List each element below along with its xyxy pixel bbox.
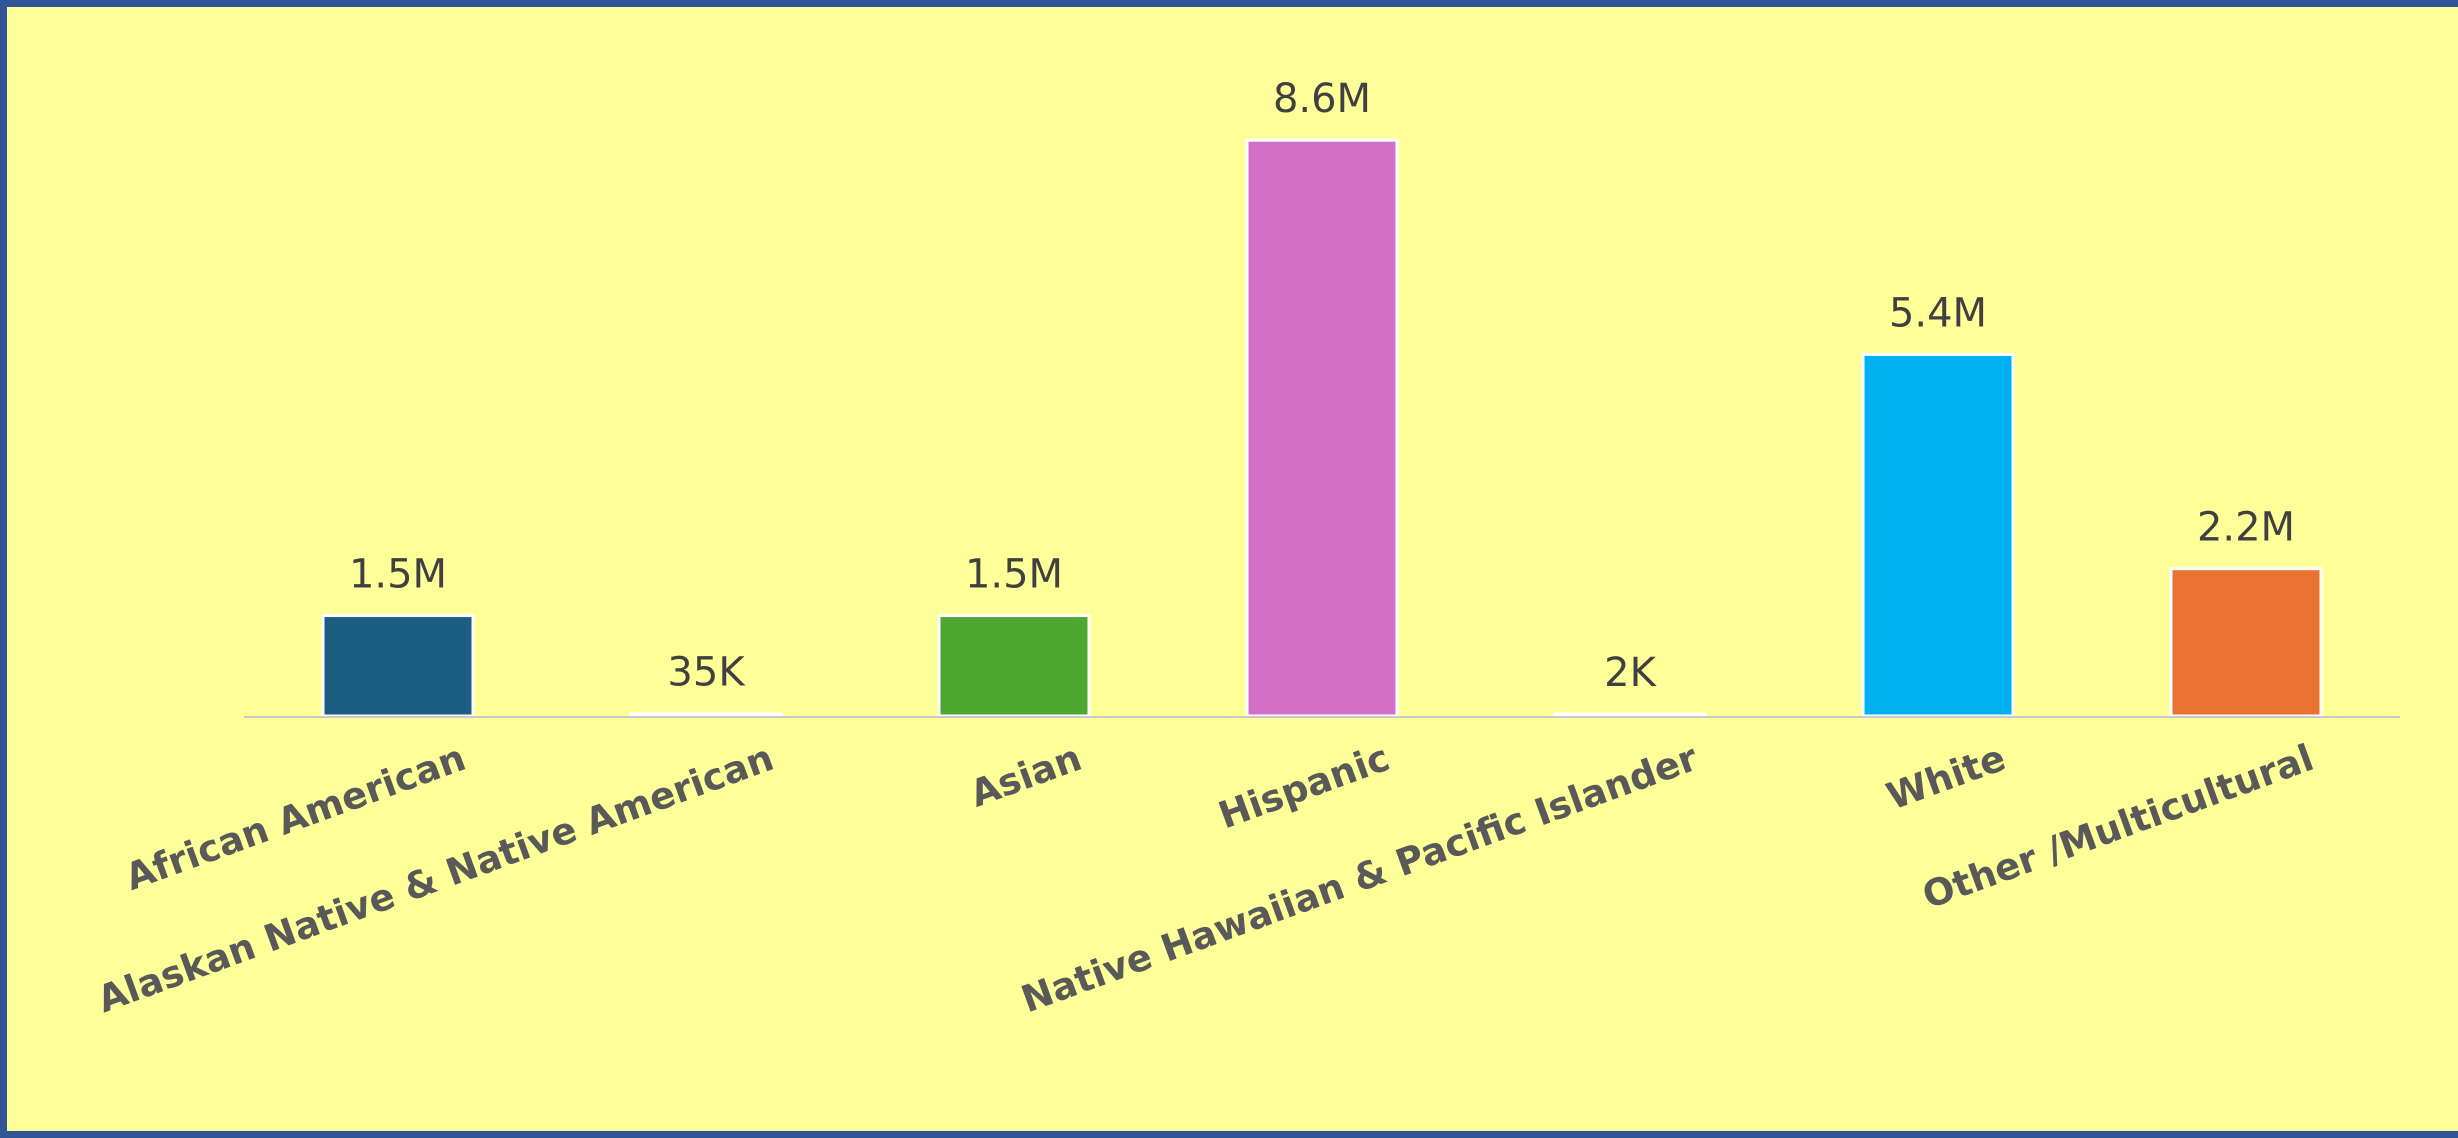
category-label-hispanic: Hispanic bbox=[1213, 736, 1395, 837]
data-label-african-american: 1.5M bbox=[349, 552, 447, 598]
data-label-asian: 1.5M bbox=[965, 552, 1063, 598]
category-label-asian: Asian bbox=[965, 736, 1087, 816]
data-label-alaskan-native-native-american: 35K bbox=[667, 650, 746, 696]
data-label-native-hawaiian-pacific-islander: 2K bbox=[1604, 650, 1657, 696]
data-label-white: 5.4M bbox=[1889, 290, 1987, 336]
bars-group bbox=[321, 138, 2323, 718]
bar-native-hawaiian-pacific-islander bbox=[1553, 712, 1707, 718]
bar-alaskan-native-native-american bbox=[629, 712, 783, 718]
data-label-other-multicultural: 2.2M bbox=[2197, 505, 2295, 551]
bar-other-multicultural bbox=[2169, 567, 2323, 718]
data-label-hispanic: 8.6M bbox=[1273, 76, 1371, 122]
category-label-white: White bbox=[1881, 736, 2011, 818]
data-labels-group: 1.5M 35K 1.5M 8.6M 2K 5.4M 2.2M bbox=[349, 76, 2295, 696]
bar-white bbox=[1861, 352, 2015, 718]
bar-asian bbox=[937, 614, 1091, 718]
bar-hispanic bbox=[1245, 138, 1399, 718]
bar-african-american bbox=[321, 614, 475, 718]
